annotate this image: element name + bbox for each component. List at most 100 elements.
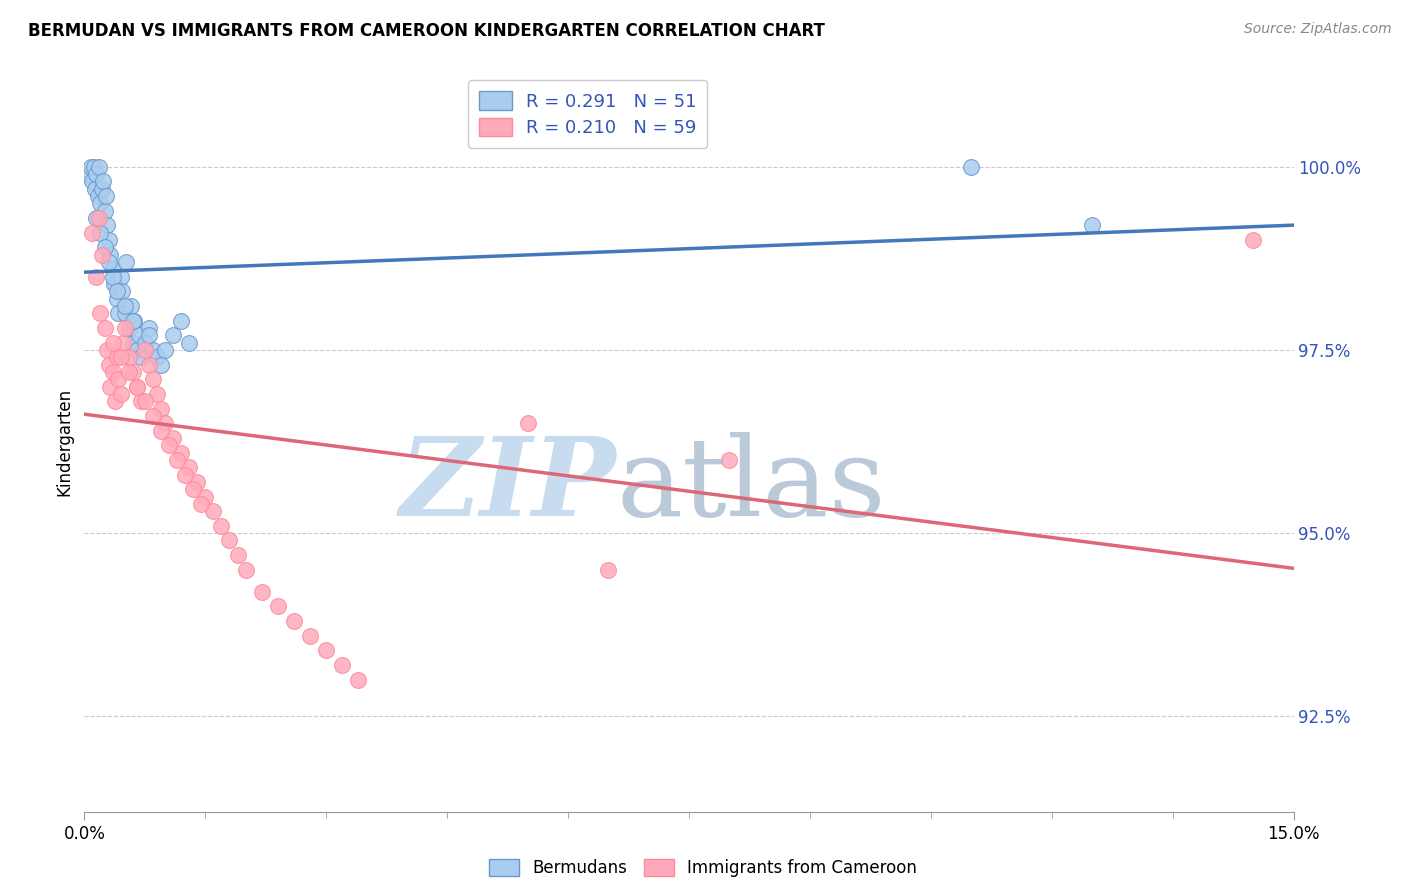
Point <box>134 343 156 357</box>
Point <box>146 387 169 401</box>
Point <box>105 350 128 364</box>
Point <box>101 335 124 350</box>
Point <box>114 306 136 320</box>
Point <box>1081 219 1104 233</box>
Point <box>91 181 114 195</box>
Point <box>299 629 322 643</box>
Point <box>138 321 160 335</box>
Point <box>110 350 132 364</box>
Point <box>146 350 169 364</box>
Point <box>110 269 132 284</box>
Point <box>107 306 129 320</box>
Point <box>129 394 152 409</box>
Point <box>181 482 204 496</box>
Point <box>134 335 156 350</box>
Point <box>124 313 146 327</box>
Point <box>120 299 142 313</box>
Point <box>174 467 197 482</box>
Point <box>91 247 114 261</box>
Point <box>107 372 129 386</box>
Point <box>142 372 165 386</box>
Point <box>250 584 273 599</box>
Point <box>125 343 148 357</box>
Legend: Bermudans, Immigrants from Cameroon: Bermudans, Immigrants from Cameroon <box>482 852 924 884</box>
Point <box>82 174 104 188</box>
Point <box>91 174 114 188</box>
Point <box>162 328 184 343</box>
Point <box>153 416 176 430</box>
Point <box>218 533 240 548</box>
Point <box>83 160 105 174</box>
Point <box>149 401 172 416</box>
Point <box>166 453 188 467</box>
Point <box>128 328 150 343</box>
Point <box>96 219 118 233</box>
Point <box>960 160 983 174</box>
Point <box>97 255 120 269</box>
Point <box>115 255 138 269</box>
Point <box>125 379 148 393</box>
Point <box>93 321 115 335</box>
Point <box>718 453 741 467</box>
Point <box>87 160 110 174</box>
Point <box>516 416 538 430</box>
Point <box>1241 233 1264 247</box>
Point <box>98 379 121 393</box>
Point <box>149 424 172 438</box>
Text: atlas: atlas <box>616 433 886 540</box>
Point <box>87 189 110 203</box>
Point <box>101 365 124 379</box>
Point <box>179 335 201 350</box>
Point <box>110 387 132 401</box>
Point <box>118 321 141 335</box>
Point <box>142 343 165 357</box>
Point <box>121 335 143 350</box>
Point <box>89 226 111 240</box>
Point <box>86 211 108 225</box>
Point <box>98 247 121 261</box>
Point <box>315 643 337 657</box>
Point <box>86 269 108 284</box>
Point <box>114 299 136 313</box>
Point <box>77 167 100 181</box>
Point <box>162 431 184 445</box>
Point <box>138 328 160 343</box>
Point <box>209 519 232 533</box>
Point <box>87 211 110 225</box>
Point <box>97 233 120 247</box>
Point <box>142 409 165 423</box>
Point <box>103 277 125 291</box>
Point <box>105 285 128 299</box>
Point <box>598 563 620 577</box>
Point <box>89 306 111 320</box>
Point <box>157 438 180 452</box>
Point <box>153 343 176 357</box>
Point <box>82 226 104 240</box>
Text: ZIP: ZIP <box>399 433 616 540</box>
Point <box>111 285 134 299</box>
Point <box>118 365 141 379</box>
Point <box>267 599 290 614</box>
Point <box>179 460 201 475</box>
Point <box>235 563 257 577</box>
Point <box>80 160 103 174</box>
Point <box>121 365 143 379</box>
Y-axis label: Kindergarten: Kindergarten <box>55 387 73 496</box>
Point <box>170 445 193 459</box>
Point <box>97 358 120 372</box>
Point <box>138 358 160 372</box>
Point <box>105 292 128 306</box>
Point <box>114 321 136 335</box>
Point <box>134 394 156 409</box>
Point <box>101 269 124 284</box>
Point <box>125 379 148 393</box>
Point <box>330 658 353 673</box>
Point <box>129 350 152 364</box>
Point <box>83 181 105 195</box>
Legend: R = 0.291   N = 51, R = 0.210   N = 59: R = 0.291 N = 51, R = 0.210 N = 59 <box>468 80 707 148</box>
Point <box>93 240 115 254</box>
Point <box>283 614 305 628</box>
Point <box>202 504 225 518</box>
Point <box>194 490 217 504</box>
Text: BERMUDAN VS IMMIGRANTS FROM CAMEROON KINDERGARTEN CORRELATION CHART: BERMUDAN VS IMMIGRANTS FROM CAMEROON KIN… <box>28 22 825 40</box>
